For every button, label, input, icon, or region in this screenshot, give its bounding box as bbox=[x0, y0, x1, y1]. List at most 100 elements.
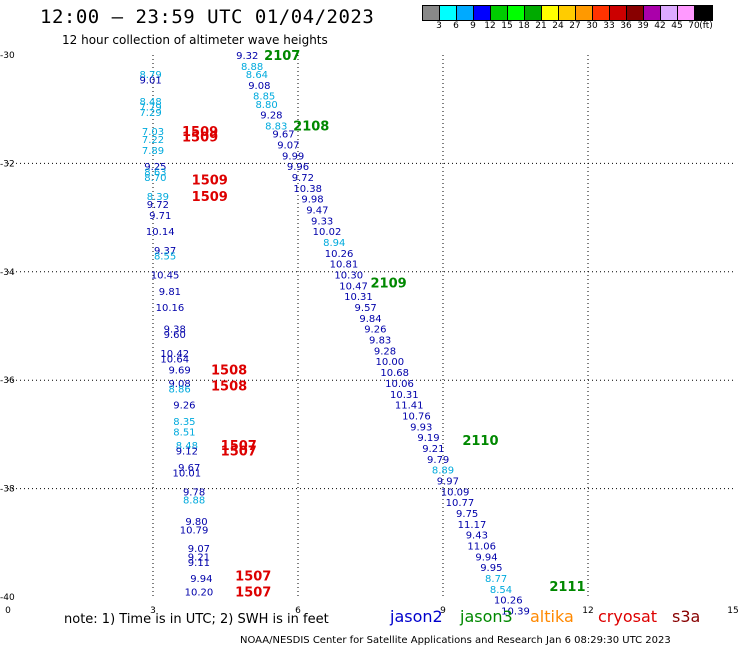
swh-value-label: 8.48 bbox=[139, 97, 161, 108]
x-tick-label: 15 bbox=[727, 606, 738, 616]
swh-value-label: 10.16 bbox=[156, 303, 185, 314]
swh-value-label: 9.26 bbox=[364, 325, 386, 336]
track-label: 2108 bbox=[293, 119, 329, 134]
swh-value-label: 9.79 bbox=[427, 455, 449, 466]
swh-value-label: 8.85 bbox=[253, 92, 275, 103]
swh-value-label: 8.83 bbox=[265, 121, 287, 132]
track-label: 1509 bbox=[182, 125, 218, 140]
swh-value-label: 10.77 bbox=[446, 498, 475, 509]
swh-value-label: 10.31 bbox=[344, 292, 373, 303]
swh-value-label: 9.97 bbox=[437, 476, 459, 487]
swh-value-label: 9.95 bbox=[480, 563, 502, 574]
legend-swatch bbox=[644, 6, 661, 20]
swh-value-label: 10.02 bbox=[313, 227, 342, 238]
y-tick-label: -30 bbox=[0, 51, 15, 61]
swh-value-label: 9.98 bbox=[301, 195, 323, 206]
swh-value-label: 10.14 bbox=[146, 227, 175, 238]
legend-label: 15 bbox=[501, 21, 513, 31]
track-label: 1507 bbox=[235, 569, 271, 584]
color-scale-labels: 3 6 9 12 15 18 21 24 27 30 33 36 39 42 45 70 (ft) bbox=[422, 21, 732, 33]
swh-value-label: 9.01 bbox=[139, 75, 161, 86]
y-tick-label: -38 bbox=[0, 485, 15, 495]
legend-label: 12 bbox=[484, 21, 496, 31]
swh-value-label: 10.09 bbox=[441, 487, 470, 498]
track-label: 1507 bbox=[221, 439, 257, 454]
swh-value-label: 8.48 bbox=[176, 441, 198, 452]
swh-value-label: 8.35 bbox=[173, 417, 195, 428]
track-label: 2109 bbox=[371, 277, 407, 292]
satellite-legend-item: jason3 bbox=[460, 607, 513, 626]
legend-swatch bbox=[627, 6, 644, 20]
swh-value-label: 9.94 bbox=[475, 552, 497, 563]
swh-value-label: 9.32 bbox=[236, 51, 258, 62]
swh-value-label: 10.06 bbox=[385, 379, 414, 390]
legend-label: 39 bbox=[637, 21, 649, 31]
y-tick-label: -34 bbox=[0, 268, 15, 278]
satellite-legend-item: cryosat bbox=[598, 607, 658, 626]
x-tick-label: 12 bbox=[582, 606, 593, 616]
swh-value-label: 9.33 bbox=[311, 216, 333, 227]
legend-label: 27 bbox=[569, 21, 581, 31]
legend-swatch bbox=[695, 6, 712, 20]
y-tick-label: -32 bbox=[0, 159, 15, 169]
swh-value-label: 7.22 bbox=[142, 135, 164, 146]
swh-value-label: 8.94 bbox=[323, 238, 345, 249]
swh-value-label: 10.45 bbox=[151, 271, 180, 282]
legend-swatch bbox=[559, 6, 576, 20]
x-tick-label: 3 bbox=[150, 606, 156, 616]
swh-value-label: 8.86 bbox=[168, 384, 190, 395]
legend-label: 6 bbox=[453, 21, 459, 31]
satellite-legend-item: altika bbox=[530, 607, 574, 626]
swh-value-label: 8.70 bbox=[144, 173, 166, 184]
legend-swatch bbox=[491, 6, 508, 20]
swh-value-label: 9.28 bbox=[260, 111, 282, 122]
color-scale-legend bbox=[422, 5, 713, 21]
swh-value-label: 8.79 bbox=[139, 70, 161, 81]
swh-value-label: 8.88 bbox=[241, 62, 263, 73]
swh-value-label: 10.26 bbox=[494, 596, 523, 607]
swh-value-label: 9.19 bbox=[417, 433, 439, 444]
swh-value-label: 7.29 bbox=[139, 108, 161, 119]
swh-value-label: 10.76 bbox=[402, 411, 431, 422]
swh-value-label: 9.12 bbox=[176, 447, 198, 458]
legend-swatch bbox=[525, 6, 542, 20]
swh-value-label: 9.11 bbox=[188, 558, 210, 569]
legend-swatch bbox=[593, 6, 610, 20]
y-tick-label: -40 bbox=[0, 593, 15, 603]
swh-value-label: 10.64 bbox=[160, 355, 189, 366]
legend-label: 33 bbox=[603, 21, 615, 31]
swh-value-label: 9.69 bbox=[168, 365, 190, 376]
swh-value-label: 10.38 bbox=[293, 184, 322, 195]
page-subtitle: 12 hour collection of altimeter wave hei… bbox=[62, 33, 328, 47]
swh-value-label: 9.83 bbox=[369, 336, 391, 347]
swh-value-label: 8.39 bbox=[147, 192, 169, 203]
legend-label: 21 bbox=[535, 21, 547, 31]
swh-value-label: 9.38 bbox=[164, 325, 186, 336]
swh-value-label: 11.17 bbox=[458, 520, 487, 531]
legend-label: 42 bbox=[654, 21, 666, 31]
swh-value-label: 8.80 bbox=[255, 100, 277, 111]
legend-swatch bbox=[661, 6, 678, 20]
legend-label: 3 bbox=[436, 21, 442, 31]
track-label: 1507 bbox=[235, 586, 271, 601]
track-label: 2107 bbox=[264, 49, 300, 64]
swh-value-label: 8.55 bbox=[154, 252, 176, 263]
track-label: 2110 bbox=[462, 434, 498, 449]
x-tick-label: 0 bbox=[5, 606, 11, 616]
swh-value-label: 10.81 bbox=[330, 260, 359, 271]
swh-value-label: 10.01 bbox=[173, 468, 202, 479]
swh-value-label: 9.99 bbox=[282, 151, 304, 162]
legend-label: (ft) bbox=[699, 21, 713, 31]
swh-value-label: 9.26 bbox=[173, 401, 195, 412]
swh-value-label: 7.89 bbox=[142, 146, 164, 157]
swh-value-label: 9.94 bbox=[190, 574, 212, 585]
swh-value-label: 9.72 bbox=[292, 173, 314, 184]
swh-value-label: 9.80 bbox=[185, 517, 207, 528]
swh-value-label: 7.79 bbox=[139, 102, 161, 113]
swh-value-label: 9.57 bbox=[355, 303, 377, 314]
swh-value-label: 10.79 bbox=[180, 525, 209, 536]
legend-label: 18 bbox=[518, 21, 530, 31]
legend-swatch bbox=[576, 6, 593, 20]
satellite-legend-item: jason2 bbox=[390, 607, 443, 626]
